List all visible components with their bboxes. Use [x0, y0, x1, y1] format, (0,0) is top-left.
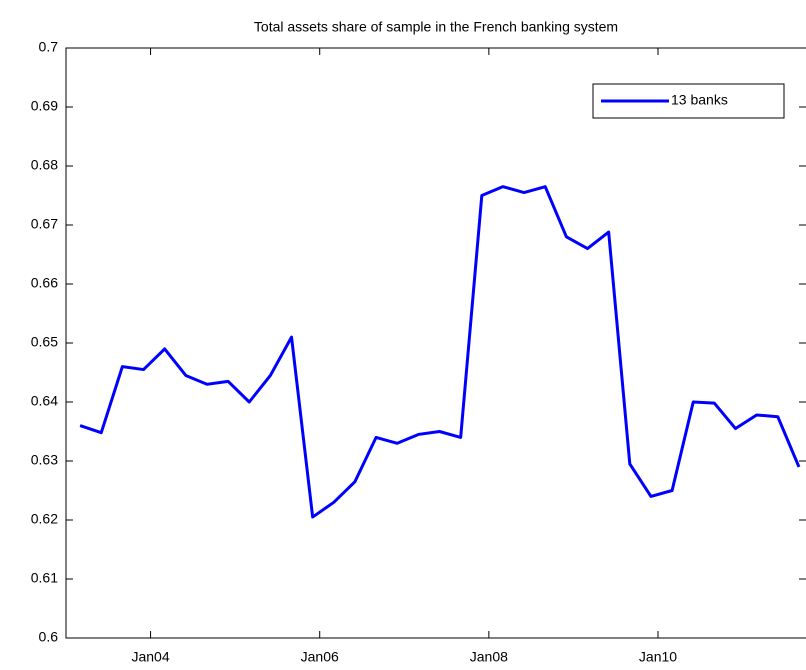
chart-title: Total assets share of sample in the Fren… [254, 19, 618, 35]
series-line [79, 185, 801, 519]
y-tick-label: 0.62 [31, 511, 58, 527]
y-tick-label: 0.68 [31, 157, 58, 173]
y-tick-label: 0.6 [39, 629, 59, 645]
y-tick-label: 0.63 [31, 452, 58, 468]
x-tick-label: Jan04 [131, 649, 169, 665]
x-tick-label: Jan08 [470, 649, 508, 665]
x-tick-label: Jan06 [301, 649, 339, 665]
y-tick-label: 0.66 [31, 275, 58, 291]
y-tick-label: 0.61 [31, 570, 58, 586]
y-tick-label: 0.67 [31, 216, 58, 232]
legend-label: 13 banks [671, 92, 728, 108]
x-tick-label: Jan10 [639, 649, 677, 665]
y-tick-label: 0.65 [31, 334, 58, 350]
y-tick-label: 0.64 [31, 393, 58, 409]
y-tick-label: 0.7 [39, 39, 59, 55]
y-tick-label: 0.69 [31, 98, 58, 114]
